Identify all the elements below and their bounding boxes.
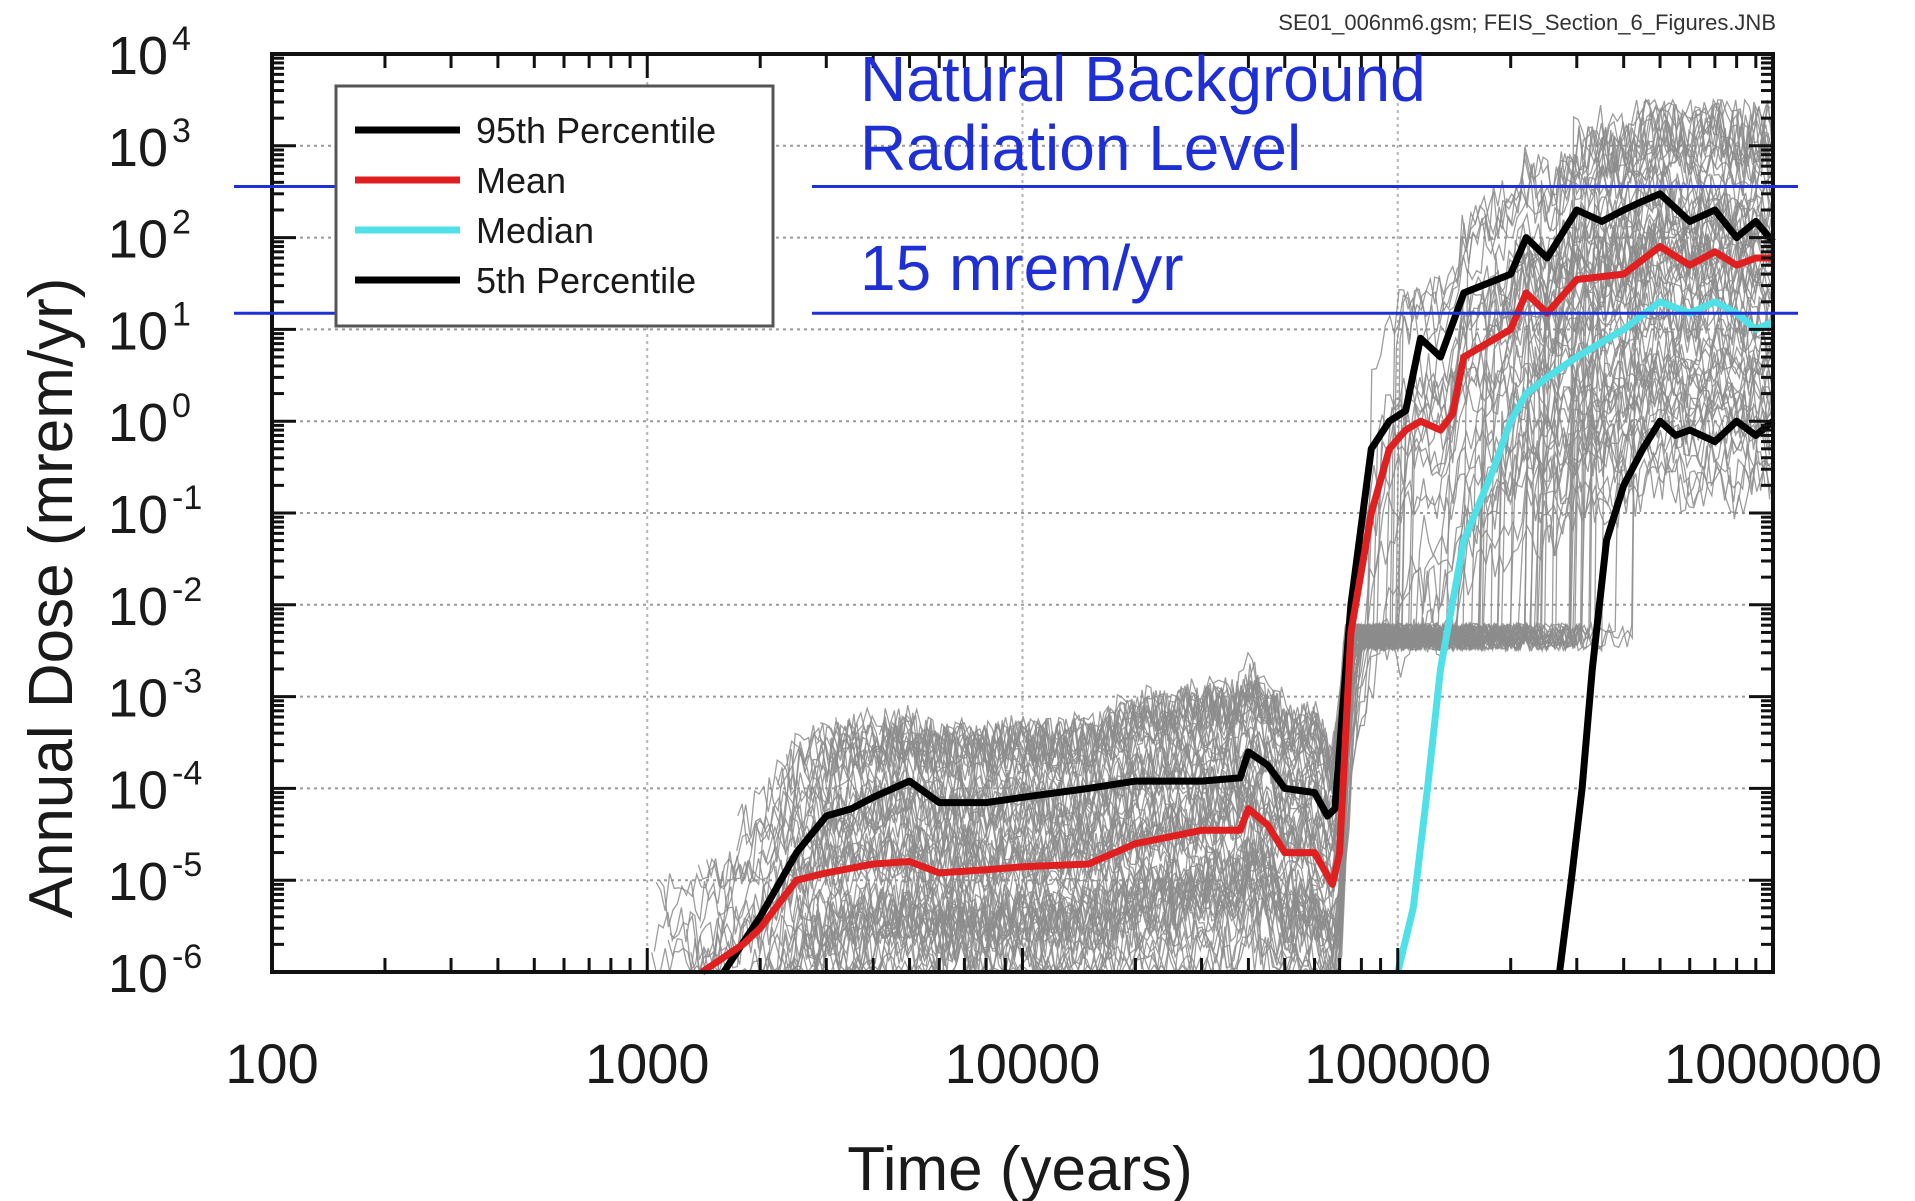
realization-line [803, 111, 1773, 965]
legend: 95th Percentile Mean Median 5th Percenti… [334, 84, 775, 328]
series-5th-percentile [1556, 417, 1776, 973]
y-tick-label: 10 [108, 393, 168, 453]
source-note: SE01_006nm6.gsm; FEIS_Section_6_Figures.… [1278, 10, 1776, 35]
legend-box [334, 84, 775, 328]
x-tick-label: 10000 [945, 1032, 1101, 1095]
realization-line [693, 171, 1772, 973]
y-tick-exponent: -6 [172, 938, 202, 976]
y-tick-label: 10 [108, 669, 168, 729]
legend-label-95th: 95th Percentile [476, 110, 716, 151]
y-tick-exponent: -5 [172, 846, 202, 884]
y-tick-label: 10 [108, 760, 168, 820]
y-tick-exponent: -4 [172, 754, 202, 792]
realization-line [775, 327, 1772, 796]
y-tick-label: 10 [108, 852, 168, 912]
y-tick-exponent: 0 [172, 387, 191, 425]
y-tick-exponent: -3 [172, 663, 202, 701]
y-tick-exponent: 1 [172, 295, 191, 333]
realization-line [882, 392, 1771, 912]
realization-line [760, 226, 1771, 864]
realization-line [817, 351, 1774, 809]
annotation-15mrem: 15 mrem/yr [860, 232, 1184, 304]
realization-line [775, 339, 1772, 903]
annotation-background-line1: Natural Background [860, 43, 1426, 115]
axes [270, 52, 1775, 974]
series-median [1394, 298, 1775, 973]
realization-line [690, 381, 1773, 973]
y-tick-label: 10 [108, 485, 168, 545]
annotation-background-line2: Radiation Level [860, 112, 1301, 184]
series-95th-percentile [720, 190, 1776, 974]
y-tick-label: 10 [108, 577, 168, 637]
y-tick-label: 10 [108, 26, 168, 86]
y-tick-label: 10 [108, 944, 168, 1004]
series-group [700, 190, 1776, 975]
realization-line [819, 287, 1771, 797]
series-mean [700, 243, 1773, 975]
y-tick-exponent: 3 [172, 112, 191, 150]
x-tick-label: 100 [225, 1032, 318, 1095]
y-tick-exponent: -2 [172, 571, 202, 609]
realization-line [716, 112, 1772, 973]
legend-label-5th: 5th Percentile [476, 260, 696, 301]
x-tick-label: 100000 [1304, 1032, 1491, 1095]
annotations: Natural Background Radiation Level 15 mr… [234, 43, 1798, 315]
y-tick-exponent: 4 [172, 20, 191, 58]
realization-line [883, 380, 1773, 964]
x-tick-label: 1000 [585, 1032, 710, 1095]
y-tick-label: 10 [108, 210, 168, 270]
realization-line [889, 262, 1774, 940]
y-axis-title: Annual Dose (mrem/yr) [17, 278, 86, 919]
realization-line [655, 102, 1774, 912]
realization-line [829, 195, 1772, 776]
legend-label-median: Median [476, 210, 594, 251]
x-tick-label: 1000000 [1664, 1032, 1882, 1095]
y-tick-exponent: 2 [172, 204, 191, 242]
y-tick-label: 10 [108, 301, 168, 361]
legend-label-mean: Mean [476, 160, 566, 201]
y-tick-label: 10 [108, 118, 168, 178]
x-axis-title: Time (years) [847, 1135, 1193, 1201]
y-tick-exponent: -1 [172, 479, 202, 517]
